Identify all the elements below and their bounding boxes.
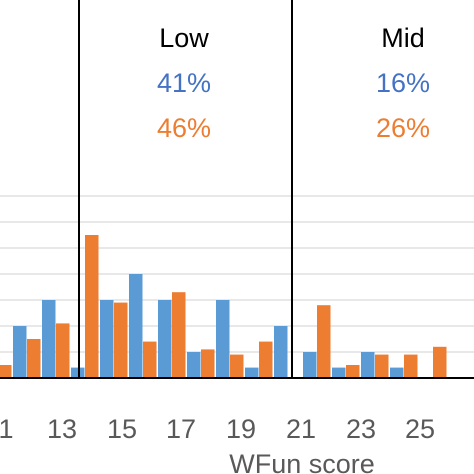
bar xyxy=(85,235,99,378)
bar xyxy=(433,346,447,378)
bar xyxy=(274,326,288,378)
bar xyxy=(346,365,360,378)
gridlines xyxy=(0,195,474,353)
x-tick-label: 13 xyxy=(47,414,77,444)
bar xyxy=(172,292,186,378)
bar xyxy=(259,341,273,378)
panel-orange-percent: 46% xyxy=(157,113,211,143)
x-tick-label: 25 xyxy=(405,414,435,444)
bar xyxy=(245,367,259,378)
bar xyxy=(187,352,201,378)
bar xyxy=(100,300,114,378)
x-tick-label: 1 xyxy=(0,414,14,444)
x-axis-label: WFun score xyxy=(229,449,375,474)
bar xyxy=(143,341,157,378)
bar xyxy=(303,352,317,378)
bar xyxy=(0,365,12,378)
panel-blue-percent: 41% xyxy=(157,68,211,98)
bar xyxy=(158,300,172,378)
bar xyxy=(390,367,404,378)
bar xyxy=(27,339,41,378)
x-tick-label: 23 xyxy=(346,414,376,444)
x-tick-labels: 1 13 15 17 19 21 23 25 xyxy=(0,414,435,444)
bar xyxy=(56,323,70,378)
panel-label: Low xyxy=(159,23,209,53)
bar xyxy=(71,367,85,378)
bars xyxy=(0,235,474,379)
panel-dividers xyxy=(78,0,293,378)
x-tick-label: 15 xyxy=(107,414,137,444)
x-tick-label: 19 xyxy=(226,414,256,444)
panel-orange-percent: 26% xyxy=(376,113,430,143)
panel-label: Mid xyxy=(381,23,425,53)
bar xyxy=(13,326,27,378)
bar xyxy=(332,367,346,378)
bar xyxy=(42,300,56,378)
bar xyxy=(216,300,230,378)
bar xyxy=(361,352,375,378)
bar xyxy=(230,354,244,378)
panel-blue-percent: 16% xyxy=(376,68,430,98)
bar xyxy=(404,354,418,378)
x-tick-label: 21 xyxy=(286,414,316,444)
bar xyxy=(201,349,215,378)
bar xyxy=(129,274,143,378)
bar xyxy=(375,354,389,378)
bar xyxy=(317,305,331,378)
bar xyxy=(114,302,128,378)
x-tick-label: 17 xyxy=(166,414,196,444)
